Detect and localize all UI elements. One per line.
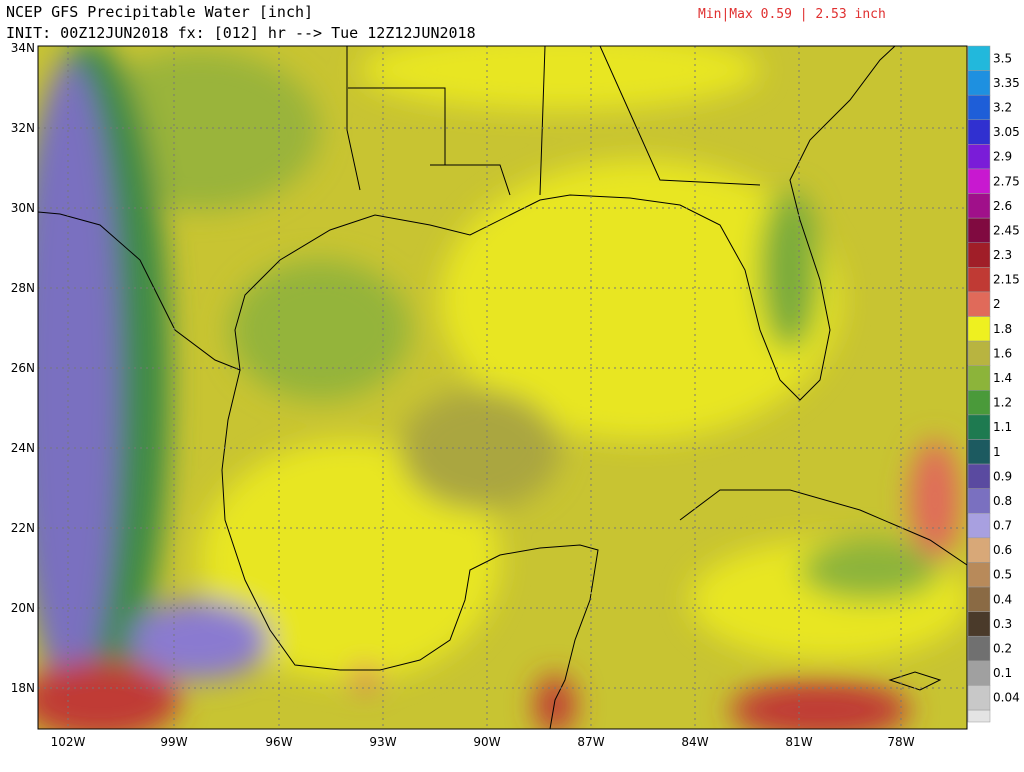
colorbar-swatch xyxy=(967,513,991,539)
colorbar-label: 1.2 xyxy=(993,396,1012,410)
lon-label: 102W xyxy=(51,735,86,749)
title: NCEP GFS Precipitable Water [inch] xyxy=(6,3,313,21)
map-frame xyxy=(37,45,968,730)
colorbar-swatch xyxy=(967,463,991,489)
colorbar-label: 1.8 xyxy=(993,322,1012,336)
lat-label: 30N xyxy=(11,201,35,215)
colorbar-swatch xyxy=(967,390,991,416)
colorbar-label: 0.2 xyxy=(993,642,1012,656)
colorbar-label: 1.4 xyxy=(993,371,1012,385)
colorbar-label: 0.8 xyxy=(993,494,1012,508)
colorbar-swatch xyxy=(967,537,991,563)
lon-label: 87W xyxy=(577,735,604,749)
colorbar-label: 1.1 xyxy=(993,420,1012,434)
colorbar-swatch xyxy=(967,316,991,342)
lon-label: 78W xyxy=(887,735,914,749)
lat-label: 28N xyxy=(11,281,35,295)
lat-label: 24N xyxy=(11,441,35,455)
colorbar-label: 0.6 xyxy=(993,543,1012,557)
colorbar-label: 0.1 xyxy=(993,666,1012,680)
colorbar-label: 2.75 xyxy=(993,174,1020,188)
colorbar-swatch xyxy=(967,562,991,588)
colorbar-label: 1 xyxy=(993,445,1001,459)
lon-label: 93W xyxy=(369,735,396,749)
minmax: Min|Max 0.59 | 2.53 inch xyxy=(698,7,886,22)
colorbar-swatch xyxy=(967,291,991,317)
colorbar-swatch xyxy=(967,193,991,219)
colorbar-label: 3.35 xyxy=(993,76,1020,90)
colorbar-label: 3.2 xyxy=(993,100,1012,114)
colorbar-label: 0.3 xyxy=(993,617,1012,631)
colorbar-swatch xyxy=(967,365,991,391)
colorbar-swatch xyxy=(967,45,991,71)
lon-label: 84W xyxy=(681,735,708,749)
colorbar-label: 0.7 xyxy=(993,519,1012,533)
colorbar-bottom xyxy=(967,709,991,723)
graticule xyxy=(38,46,967,729)
colorbar-swatch xyxy=(967,119,991,145)
colorbar-swatch xyxy=(967,94,991,121)
colorbar-label: 3.05 xyxy=(993,125,1020,139)
lat-label: 18N xyxy=(11,681,35,695)
colorbar-label: 0.4 xyxy=(993,592,1012,606)
colorbar-swatch xyxy=(967,488,991,514)
lon-label: 96W xyxy=(265,735,292,749)
colorbar-swatch xyxy=(967,267,991,293)
colorbar-swatch xyxy=(967,660,991,686)
colorbar-swatch xyxy=(967,340,991,366)
colorbar-swatch xyxy=(967,586,991,612)
colorbar-label: 2.3 xyxy=(993,248,1012,262)
colorbar-label: 2.15 xyxy=(993,273,1020,287)
subtitle: INIT: 00Z12JUN2018 fx: [012] hr --> Tue … xyxy=(6,24,476,42)
colorbar-label: 1.6 xyxy=(993,346,1012,360)
lon-label: 81W xyxy=(785,735,812,749)
lon-label: 90W xyxy=(473,735,500,749)
colorbar-label: 0.5 xyxy=(993,568,1012,582)
lat-label: 32N xyxy=(11,121,35,135)
colorbar-swatch xyxy=(967,144,991,170)
colorbar-swatch xyxy=(967,70,991,96)
lat-label: 26N xyxy=(11,361,35,375)
colorbar-label: 2.9 xyxy=(993,150,1012,164)
field xyxy=(38,46,967,729)
colorbar-swatch xyxy=(967,685,991,711)
colorbar-swatch xyxy=(967,611,991,637)
colorbar-label: 2 xyxy=(993,297,1001,311)
colorbar-swatch xyxy=(967,168,991,194)
colorbar-swatch xyxy=(967,635,991,662)
lat-label: 34N xyxy=(11,41,35,55)
lat-label: 22N xyxy=(11,521,35,535)
colorbar-label: 0.9 xyxy=(993,469,1012,483)
colorbar-swatch xyxy=(967,414,991,440)
colorbar-swatch xyxy=(967,439,991,465)
coastlines xyxy=(38,46,967,729)
lon-label: 99W xyxy=(160,735,187,749)
lat-label: 20N xyxy=(11,601,35,615)
colorbar-label: 0.04 xyxy=(993,691,1020,705)
colorbar-label: 2.6 xyxy=(993,199,1012,213)
colorbar-label: 2.45 xyxy=(993,223,1020,237)
colorbar-label: 3.5 xyxy=(993,51,1012,65)
colorbar-swatch xyxy=(967,242,991,268)
colorbar-swatch xyxy=(967,217,991,243)
